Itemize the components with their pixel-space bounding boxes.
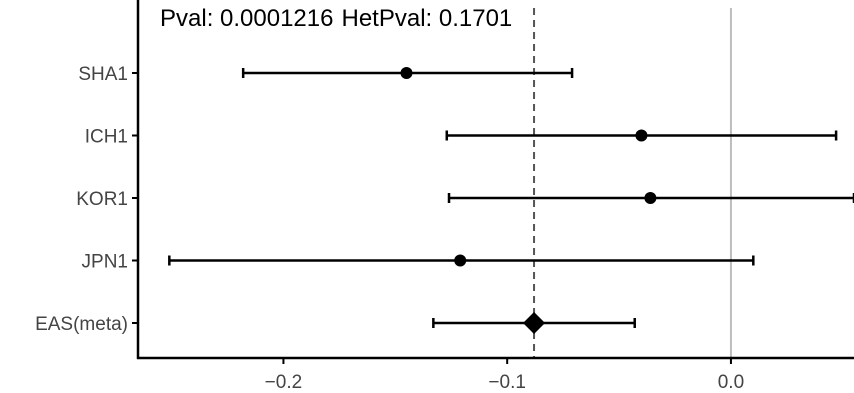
point-estimates bbox=[400, 67, 657, 334]
point-estimate-jpn1 bbox=[454, 254, 467, 267]
point-estimate-sha1 bbox=[400, 67, 413, 79]
y-tick-labels: SHA1 ICH1 KOR1 JPN1 EAS(meta) bbox=[35, 64, 128, 335]
confidence-intervals bbox=[168, 68, 854, 328]
axes bbox=[132, 0, 854, 364]
y-label-kor1: KOR1 bbox=[76, 189, 128, 210]
x-tick-labels: −0.2 −0.1 0.0 bbox=[265, 372, 744, 393]
y-label-ich1: ICH1 bbox=[85, 127, 128, 148]
point-estimate-ich1 bbox=[635, 129, 648, 142]
x-tick-label-2: 0.0 bbox=[718, 372, 744, 393]
meta-diamond-eas-meta bbox=[523, 312, 546, 334]
pvalue-annotation: Pval: 0.0001216 HetPval: 0.1701 bbox=[160, 5, 520, 33]
hetpval-text: HetPval: 0.1701 bbox=[341, 5, 513, 32]
x-tick-label-1: −0.1 bbox=[488, 372, 526, 393]
reference-lines bbox=[533, 8, 732, 358]
x-tick-label-0: −0.2 bbox=[265, 372, 303, 393]
point-estimate-kor1 bbox=[644, 192, 657, 204]
y-label-jpn1: JPN1 bbox=[82, 252, 128, 273]
pval-text: Pval: 0.0001216 bbox=[160, 5, 334, 32]
y-label-eas-meta: EAS(meta) bbox=[35, 314, 128, 335]
y-label-sha1: SHA1 bbox=[78, 64, 128, 85]
